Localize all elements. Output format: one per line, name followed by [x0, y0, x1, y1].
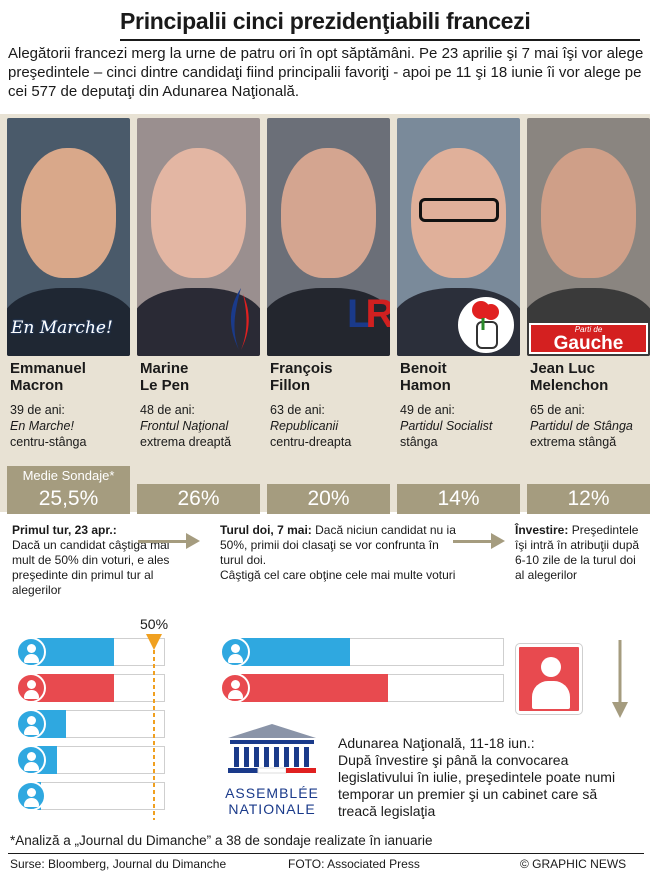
gauche-logo: Parti de Gauche	[529, 323, 648, 354]
candidate-bar	[14, 781, 165, 811]
bar-fill	[234, 674, 388, 702]
candidate-card-macron: En Marche! Emmanuel Macron 39 de ani: En M…	[7, 118, 130, 466]
candidate-photo: Parti de Gauche	[527, 118, 650, 356]
copyright: © GRAPHIC NEWS	[520, 857, 627, 871]
stage-second-round: Turul doi, 7 mai: Dacă niciun candidat n…	[220, 523, 456, 582]
lr-logo: LR	[347, 292, 390, 336]
candidate-card-hamon: Benoit Hamon 49 de ani: Partidul Socialist…	[397, 118, 520, 466]
assemblee-nationale-logo: ASSEMBLÉE NATIONALE	[218, 720, 326, 820]
stage-first-round: Primul tur, 23 apr.: Dacă un candidat câş…	[12, 523, 170, 597]
person-icon	[16, 745, 46, 775]
bar-fill	[234, 638, 350, 666]
person-icon	[220, 637, 250, 667]
candidate-photo	[397, 118, 520, 356]
rose-fist-icon	[458, 297, 514, 353]
poll-value-melenchon: 12%	[527, 484, 650, 514]
candidate-bar	[14, 637, 165, 667]
stage-inauguration: Învestire: Preşedintele îşi intră în atr…	[515, 523, 640, 582]
arrow-down-icon	[612, 640, 628, 718]
candidate-bar	[14, 745, 165, 775]
poll-value-hamon: 14%	[397, 484, 520, 514]
intro-text: Alegătorii francezi merg la urne de patr…	[8, 45, 644, 100]
person-icon	[16, 781, 46, 811]
threshold-label: 50%	[140, 616, 169, 632]
poll-average-label: Medie Sondaje*	[7, 466, 130, 486]
candidate-info: 49 de ani: Partidul Socialist stânga	[400, 403, 493, 449]
assembly-logo-text: ASSEMBLÉE NATIONALE	[225, 785, 319, 817]
candidate-photo: LR	[267, 118, 390, 356]
sources: Surse: Bloomberg, Journal du Dimanche	[10, 857, 227, 871]
poll-value-fillon: 20%	[267, 484, 390, 514]
assembly-description: Adunarea Naţională, 11-18 iun.: După înve…	[338, 735, 616, 819]
candidate-info: 39 de ani: En Marche! centru-stânga	[10, 403, 87, 449]
page-title: Principalii cinci prezidenţiabili france…	[120, 8, 531, 34]
candidate-photo	[137, 118, 260, 356]
title-underline	[120, 39, 640, 41]
person-icon	[16, 673, 46, 703]
candidate-name: François Fillon	[270, 360, 333, 394]
president-icon	[516, 644, 582, 714]
glasses-icon	[419, 198, 499, 222]
candidate-name: Jean Luc Melenchon	[530, 360, 609, 394]
candidate-info: 63 de ani: Republicanii centru-dreapta	[270, 403, 352, 449]
bar-track	[30, 782, 165, 810]
candidate-card-fillon: LR François Fillon 63 de ani: Republicanii…	[267, 118, 390, 466]
candidate-bar	[14, 709, 165, 739]
footer-divider	[8, 853, 644, 854]
candidate-card-melenchon: Parti de Gauche Jean Luc Melenchon 65 de …	[527, 118, 650, 466]
person-icon	[16, 637, 46, 667]
candidate-info: 48 de ani: Frontul Naţional extrema dreapt…	[140, 403, 232, 449]
candidate-name: Emmanuel Macron	[10, 360, 86, 394]
person-icon	[220, 673, 250, 703]
photo-credit: FOTO: Associated Press	[288, 857, 420, 871]
flame-icon	[230, 288, 249, 350]
assembly-building-icon	[218, 720, 326, 776]
candidate-bar	[218, 673, 504, 703]
candidate-card-lepen: Marine Le Pen 48 de ani: Frontul Naţional e…	[137, 118, 260, 466]
threshold-marker	[146, 634, 162, 820]
person-icon	[16, 709, 46, 739]
footnote: *Analiză a „Journal du Dimanche” a 38 de…	[10, 833, 433, 848]
candidate-bar	[14, 673, 165, 703]
en-marche-logo: En Marche!	[11, 318, 113, 338]
poll-value-lepen: 26%	[137, 484, 260, 514]
candidate-photo: En Marche!	[7, 118, 130, 356]
candidate-bar	[218, 637, 504, 667]
candidate-name: Benoit Hamon	[400, 360, 451, 394]
candidate-info: 65 de ani: Partidul de Stânga extrema stân…	[530, 403, 633, 449]
candidate-name: Marine Le Pen	[140, 360, 190, 394]
poll-value-macron: 25,5%	[7, 484, 130, 514]
